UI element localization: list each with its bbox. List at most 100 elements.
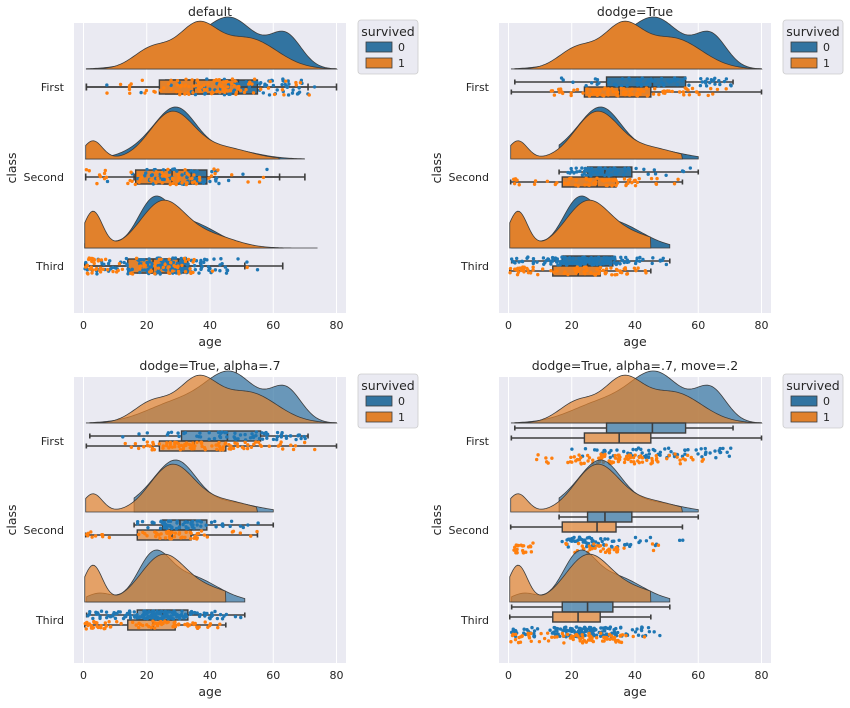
rain-point xyxy=(550,456,554,460)
rain-point xyxy=(245,446,250,451)
rain-point xyxy=(644,86,649,90)
rain-point xyxy=(236,437,240,441)
rain-point xyxy=(531,265,535,269)
rain-point xyxy=(208,616,212,621)
rain-point xyxy=(568,261,572,265)
rain-point xyxy=(698,83,703,88)
rain-point xyxy=(289,443,293,447)
rain-point xyxy=(164,268,168,272)
rain-point xyxy=(87,622,92,626)
rain-point xyxy=(212,257,216,261)
rain-point xyxy=(157,257,162,262)
rain-point xyxy=(541,256,546,260)
legend-swatch-1 xyxy=(790,57,818,69)
rain-point xyxy=(189,520,194,525)
rain-point xyxy=(636,266,640,270)
x-tick-label: 20 xyxy=(565,319,579,332)
rain-point xyxy=(208,266,212,271)
rain-point xyxy=(566,545,570,549)
rain-point xyxy=(226,178,231,183)
rain-point xyxy=(198,431,202,435)
rain-point xyxy=(588,547,592,552)
rain-point xyxy=(162,610,166,614)
rain-point xyxy=(179,268,184,273)
rain-point xyxy=(582,169,587,173)
rain-point xyxy=(280,88,285,92)
rain-point xyxy=(544,456,548,460)
y-tick-label: Second xyxy=(24,171,64,184)
rain-point xyxy=(594,180,598,184)
rain-point xyxy=(631,634,635,639)
rain-point xyxy=(133,182,138,187)
rain-point xyxy=(647,448,651,453)
rain-point xyxy=(578,627,583,632)
legend-label-0: 0 xyxy=(823,395,830,408)
rain-point xyxy=(532,631,536,636)
rain-point xyxy=(194,182,199,186)
rain-point xyxy=(652,168,657,172)
rain-point xyxy=(642,89,646,94)
rain-point xyxy=(182,256,187,261)
rain-point xyxy=(509,640,513,644)
rain-point xyxy=(218,622,222,626)
rain-point xyxy=(128,616,133,620)
rain-point xyxy=(536,453,540,457)
rain-point xyxy=(699,447,703,451)
rain-point xyxy=(598,262,603,267)
rain-point xyxy=(136,173,140,178)
rain-point xyxy=(202,533,207,537)
rain-point xyxy=(107,535,112,540)
rain-point xyxy=(172,609,176,613)
axes-title: default xyxy=(188,4,232,19)
rain-point xyxy=(590,636,594,640)
rain-point xyxy=(91,625,96,630)
rain-point xyxy=(195,519,199,523)
rain-point xyxy=(161,444,166,448)
rain-point xyxy=(631,455,636,460)
rain-point xyxy=(602,639,606,643)
rain-point xyxy=(524,550,528,554)
rain-point xyxy=(205,535,210,539)
rain-point xyxy=(659,80,664,85)
rain-point xyxy=(615,448,619,452)
rain-point xyxy=(183,259,188,264)
rain-point xyxy=(169,83,173,87)
rain-point xyxy=(208,87,212,91)
rain-point xyxy=(85,271,90,275)
rain-point xyxy=(708,80,712,85)
rain-point xyxy=(142,445,146,449)
density-survived-1 xyxy=(509,199,652,249)
rain-point xyxy=(598,634,603,638)
rain-point xyxy=(192,610,197,615)
rain-point xyxy=(677,538,682,543)
rain-point xyxy=(607,80,611,84)
x-tick-label: 20 xyxy=(140,319,154,332)
rain-point xyxy=(180,173,184,177)
rain-point xyxy=(648,83,652,87)
rain-point xyxy=(173,531,178,535)
rain-point xyxy=(529,631,533,636)
rain-point xyxy=(628,89,632,93)
rain-point xyxy=(585,268,589,273)
rain-point xyxy=(275,88,279,92)
rain-point xyxy=(569,166,573,171)
rain-point xyxy=(650,456,654,461)
rain-point xyxy=(562,260,566,264)
rain-point xyxy=(105,83,109,87)
rain-point xyxy=(539,631,543,636)
rain-point xyxy=(191,523,195,527)
rain-point xyxy=(143,174,147,178)
rain-point xyxy=(603,173,607,178)
rain-point xyxy=(86,534,90,538)
rain-point xyxy=(165,441,169,445)
rain-point xyxy=(583,633,587,638)
rain-point xyxy=(177,531,182,535)
rain-point xyxy=(603,537,607,541)
rain-point xyxy=(191,90,195,95)
rain-point xyxy=(195,434,199,438)
density-survived-1 xyxy=(85,20,338,70)
density-survived-1 xyxy=(84,553,227,603)
legend-title: survived xyxy=(786,378,839,393)
rain-point xyxy=(149,269,154,273)
rain-point xyxy=(714,456,718,460)
